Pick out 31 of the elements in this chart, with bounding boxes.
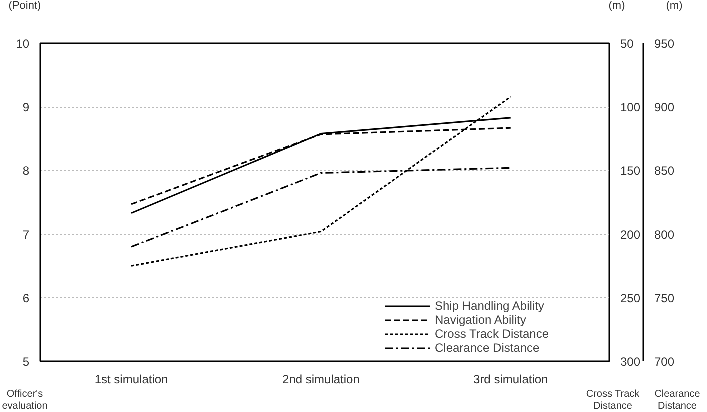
y-axis-title: Officer's evaluation bbox=[2, 389, 48, 412]
text: (m) bbox=[666, 0, 683, 13]
y2-tick-label: 250 bbox=[620, 291, 641, 306]
y2-axis-title: Cross Track Distance bbox=[586, 389, 640, 412]
y2-tick-label: 100 bbox=[620, 100, 641, 115]
text: (Point) bbox=[8, 0, 42, 13]
y2-tick-label: 200 bbox=[620, 228, 641, 242]
x-tick-label: 3rd simulation bbox=[474, 372, 548, 386]
y-tick-label: 10 bbox=[16, 37, 30, 51]
y3-tick-label: 950 bbox=[654, 37, 675, 51]
legend-label: Clearance Distance bbox=[435, 341, 540, 355]
y3-axis-title: Clearance Distance bbox=[654, 389, 700, 412]
y3-tick-label: 800 bbox=[654, 228, 675, 242]
y2-tick-label: 150 bbox=[620, 164, 641, 178]
legend-label: Navigation Ability bbox=[435, 313, 526, 327]
y-tick-label: 6 bbox=[22, 291, 30, 306]
y-tick-label: 8 bbox=[22, 164, 30, 178]
x-tick-label: 2nd simulation bbox=[282, 372, 360, 386]
y-tick-label: 7 bbox=[22, 228, 30, 242]
y-tick-label: 5 bbox=[22, 355, 30, 369]
y3-tick-label: 750 bbox=[654, 291, 675, 306]
y2-tick-label: 50 bbox=[620, 37, 634, 51]
x-tick-label: 1st simulation bbox=[94, 372, 168, 386]
y3-tick-label: 850 bbox=[654, 164, 675, 178]
legend-label: Ship Handling Ability bbox=[435, 299, 544, 313]
y3-tick-label: 700 bbox=[654, 355, 675, 369]
y3-tick-label: 900 bbox=[654, 100, 675, 115]
y2-tick-label: 300 bbox=[620, 355, 641, 369]
legend-label: Cross Track Distance bbox=[435, 327, 550, 341]
text: (m) bbox=[608, 0, 626, 13]
y-tick-label: 9 bbox=[22, 100, 30, 115]
